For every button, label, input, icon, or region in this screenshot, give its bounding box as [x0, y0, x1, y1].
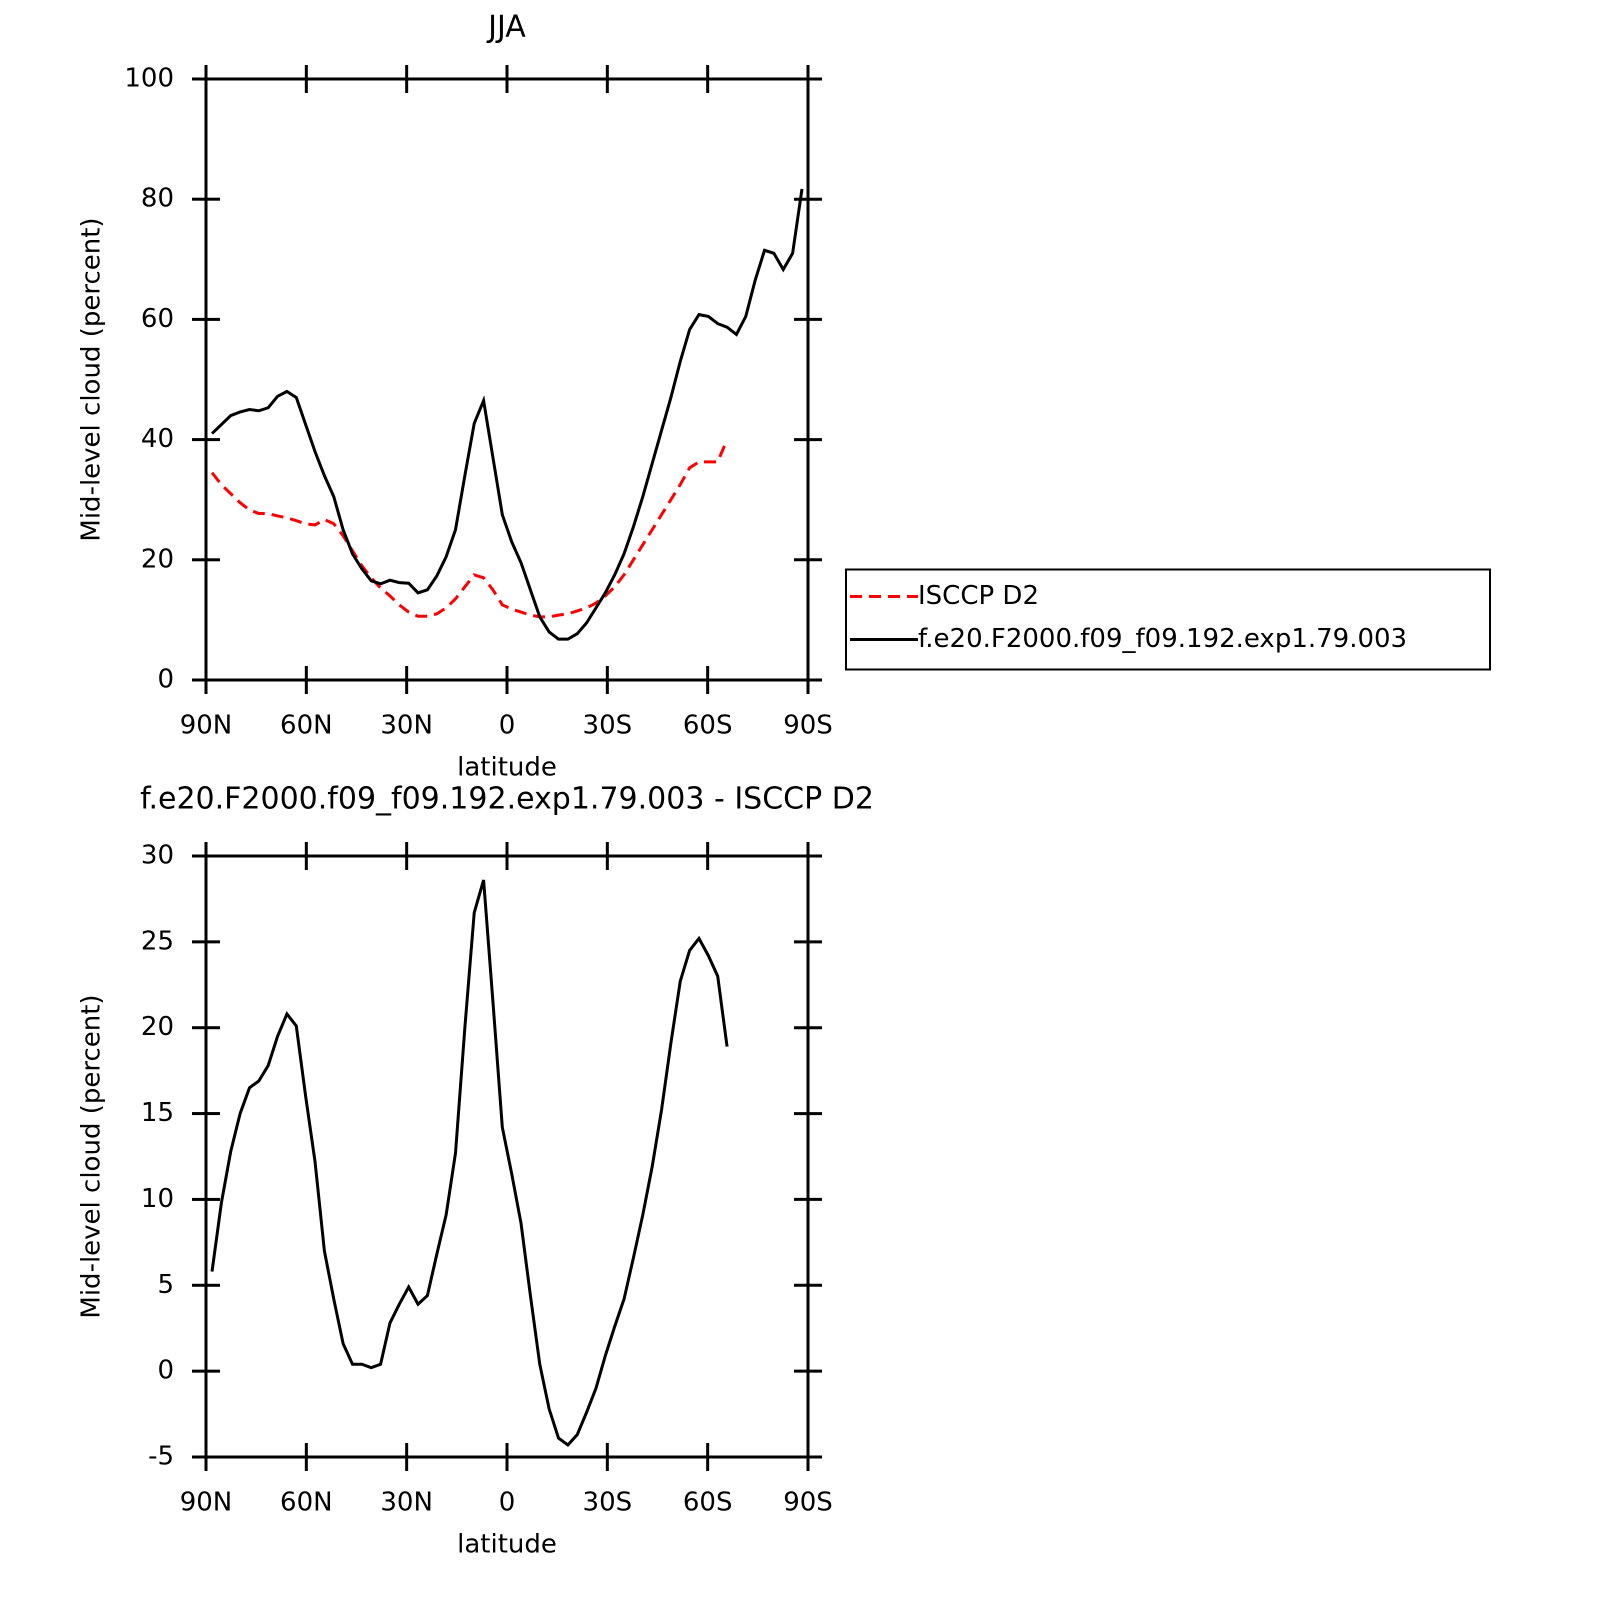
series-line — [210, 879, 729, 1447]
y-tick-label: -5 — [148, 1442, 174, 1472]
series-line — [210, 439, 729, 619]
y-tick-label: 80 — [141, 184, 174, 214]
y-tick-label: 10 — [141, 1184, 174, 1214]
y-tick-label: 5 — [157, 1270, 174, 1300]
plot-frame — [204, 77, 810, 682]
x-tick-label: 60N — [280, 1488, 333, 1518]
x-tick-label: 60S — [683, 1488, 733, 1518]
x-tick-label: 90N — [180, 711, 233, 741]
plot-frame — [204, 854, 810, 1459]
x-tick-label: 0 — [499, 711, 516, 741]
chart-title: JJA — [486, 10, 526, 45]
y-tick-label: 0 — [157, 665, 174, 695]
y-tick-label: 100 — [124, 64, 174, 94]
y-axis-label: Mid-level cloud (percent) — [77, 217, 107, 541]
x-axis-label: latitude — [457, 1530, 557, 1560]
y-tick-label: 25 — [141, 926, 174, 956]
chart-title: f.e20.F2000.f09_f09.192.exp1.79.003 - IS… — [140, 782, 874, 817]
y-tick-label: 15 — [141, 1098, 174, 1128]
x-tick-label: 90S — [783, 1488, 833, 1518]
series-line — [210, 188, 804, 641]
x-tick-label: 30S — [583, 1488, 633, 1518]
legend-label: ISCCP D2 — [918, 581, 1039, 611]
y-tick-label: 60 — [141, 304, 174, 334]
y-tick-label: 30 — [141, 841, 174, 871]
x-tick-label: 90N — [180, 1488, 233, 1518]
x-tick-label: 30S — [583, 711, 633, 741]
legend-label: f.e20.F2000.f09_f09.192.exp1.79.003 — [918, 624, 1407, 654]
y-tick-label: 0 — [157, 1356, 174, 1386]
y-tick-label: 20 — [141, 544, 174, 574]
y-tick-label: 20 — [141, 1012, 174, 1042]
y-axis-label: Mid-level cloud (percent) — [77, 994, 107, 1318]
x-tick-label: 60N — [280, 711, 333, 741]
x-axis-label: latitude — [457, 753, 557, 783]
x-tick-label: 30N — [380, 711, 433, 741]
x-tick-label: 0 — [499, 1488, 516, 1518]
x-tick-label: 30N — [380, 1488, 433, 1518]
x-tick-label: 90S — [783, 711, 833, 741]
x-tick-label: 60S — [683, 711, 733, 741]
legend-box — [845, 568, 1491, 671]
y-tick-label: 40 — [141, 424, 174, 454]
